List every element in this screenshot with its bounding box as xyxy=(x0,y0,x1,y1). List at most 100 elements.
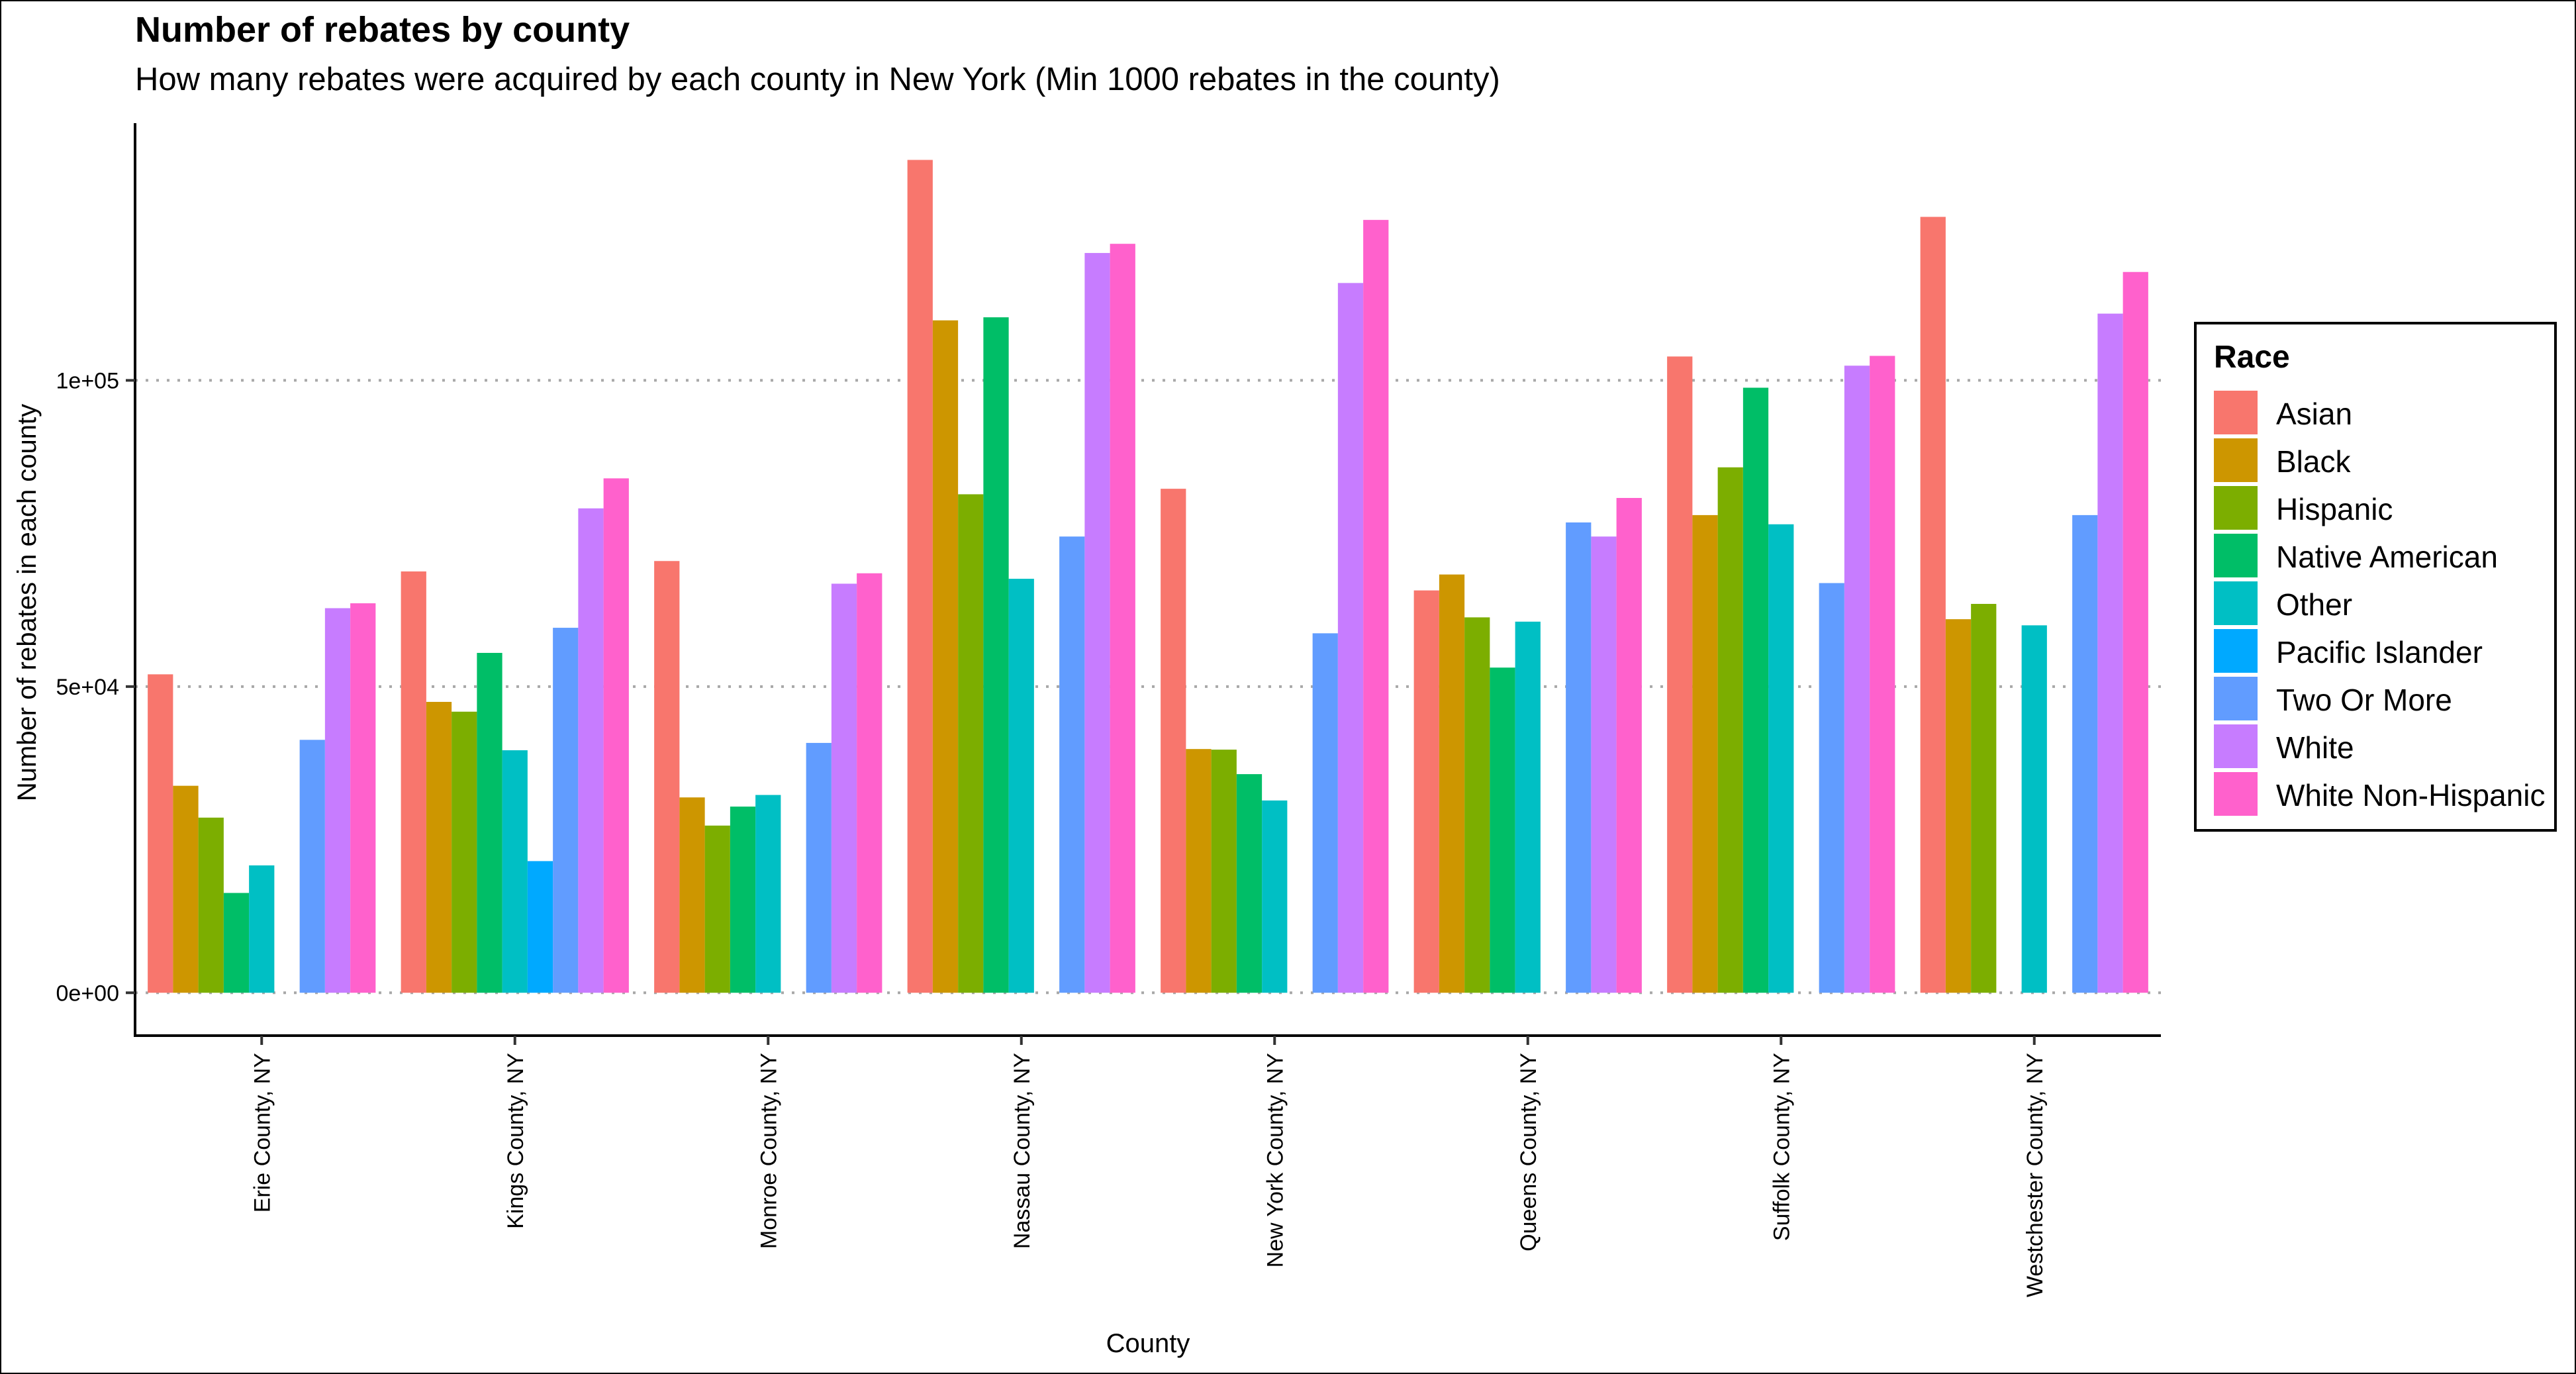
bar xyxy=(2021,625,2047,993)
bar xyxy=(679,797,705,993)
bar xyxy=(1515,621,1541,993)
bar xyxy=(527,861,553,993)
bar xyxy=(1211,750,1237,993)
bar xyxy=(2097,313,2123,993)
bar xyxy=(553,628,579,993)
bar xyxy=(173,785,199,993)
legend-swatch xyxy=(2214,486,2258,530)
legend-label: Native American xyxy=(2276,540,2498,574)
x-tick-label: Queens County, NY xyxy=(1516,1053,1541,1251)
bar xyxy=(1616,497,1642,993)
bar xyxy=(983,317,1009,993)
legend-swatch xyxy=(2214,772,2258,816)
bar xyxy=(1084,253,1110,993)
legend-swatch xyxy=(2214,677,2258,720)
bar xyxy=(1920,217,1946,993)
y-axis-title: Number of rebates in each county xyxy=(13,404,42,801)
bar xyxy=(704,825,730,993)
legend-item: Native American xyxy=(2214,534,2552,581)
bar xyxy=(1591,536,1617,993)
x-tick-label: Kings County, NY xyxy=(503,1053,528,1229)
bar xyxy=(1490,667,1515,993)
bar xyxy=(730,807,756,993)
bar xyxy=(2123,271,2148,993)
legend-item: Other xyxy=(2214,581,2552,629)
legend-swatch xyxy=(2214,581,2258,625)
legend-item: Black xyxy=(2214,438,2552,486)
legend-label: Hispanic xyxy=(2276,492,2393,526)
bar xyxy=(2072,515,2098,993)
bar xyxy=(857,573,883,993)
legend-label: White xyxy=(2276,730,2354,765)
x-tick-label: New York County, NY xyxy=(1263,1053,1288,1267)
bar xyxy=(1110,244,1135,993)
legend-item: Hispanic xyxy=(2214,486,2552,534)
bar xyxy=(1337,283,1364,993)
bar xyxy=(958,494,984,993)
legend-item: Two Or More xyxy=(2214,677,2552,724)
bar xyxy=(401,571,426,993)
chart-subtitle: How many rebates were acquired by each c… xyxy=(135,62,1500,97)
bar xyxy=(907,160,933,993)
legend-title: Race xyxy=(2214,340,2290,375)
bar xyxy=(1439,574,1465,993)
bar xyxy=(1008,579,1034,993)
bar xyxy=(1059,536,1085,993)
bar xyxy=(1566,522,1592,993)
bar xyxy=(1870,356,1895,993)
bar xyxy=(1945,619,1972,993)
bar xyxy=(755,795,781,993)
legend-swatch xyxy=(2214,724,2258,768)
legend-item: White xyxy=(2214,724,2552,772)
bar xyxy=(452,711,477,993)
legend-label: White Non-Hispanic xyxy=(2276,778,2546,812)
legend-swatch xyxy=(2214,391,2258,434)
bar xyxy=(578,508,604,993)
bar xyxy=(198,817,224,993)
x-tick-label: Nassau County, NY xyxy=(1010,1053,1035,1249)
legend-label: Asian xyxy=(2276,397,2353,431)
bar xyxy=(1717,467,1743,993)
bar xyxy=(299,740,325,993)
legend-label: Black xyxy=(2276,444,2351,479)
bar xyxy=(1844,366,1870,993)
legend: Race Asian Black Hispanic Native American Ot… xyxy=(2194,322,2557,832)
axes: 0e+00 5e+04 1e+05 Erie County, NY Kings Coun… xyxy=(56,123,2161,1297)
bar xyxy=(249,865,275,993)
bar xyxy=(148,674,173,993)
legend-item: Pacific Islander xyxy=(2214,629,2552,677)
y-tick-label: 1e+05 xyxy=(56,368,120,393)
bar xyxy=(932,320,959,993)
y-tick-label: 0e+00 xyxy=(56,981,120,1006)
x-tick-label: Westchester County, NY xyxy=(2023,1053,2048,1297)
legend-swatch xyxy=(2214,534,2258,577)
bar xyxy=(1186,749,1212,993)
legend-label: Two Or More xyxy=(2276,683,2452,717)
legend-item: White Non-Hispanic xyxy=(2214,772,2552,820)
bar xyxy=(477,652,502,993)
bar xyxy=(1692,515,1718,993)
bar xyxy=(1464,617,1490,993)
bar xyxy=(1312,633,1338,993)
x-tick-label: Monroe County, NY xyxy=(756,1053,781,1249)
legend-label: Other xyxy=(2276,587,2353,622)
bar xyxy=(654,561,680,993)
bar xyxy=(1819,583,1844,993)
bar xyxy=(1262,800,1288,993)
x-axis-title: County xyxy=(1106,1329,1190,1358)
bar xyxy=(1236,774,1263,993)
legend-swatch xyxy=(2214,629,2258,673)
bar xyxy=(1742,387,1769,993)
bar xyxy=(1413,590,1439,993)
bar xyxy=(1971,603,1997,993)
bar xyxy=(1363,220,1389,993)
bar xyxy=(350,603,376,993)
bar xyxy=(1768,524,1794,993)
bar xyxy=(324,608,351,993)
legend-item: Asian xyxy=(2214,391,2552,438)
chart-title: Number of rebates by county xyxy=(135,10,630,50)
bar xyxy=(806,742,832,993)
bar xyxy=(1161,489,1186,993)
